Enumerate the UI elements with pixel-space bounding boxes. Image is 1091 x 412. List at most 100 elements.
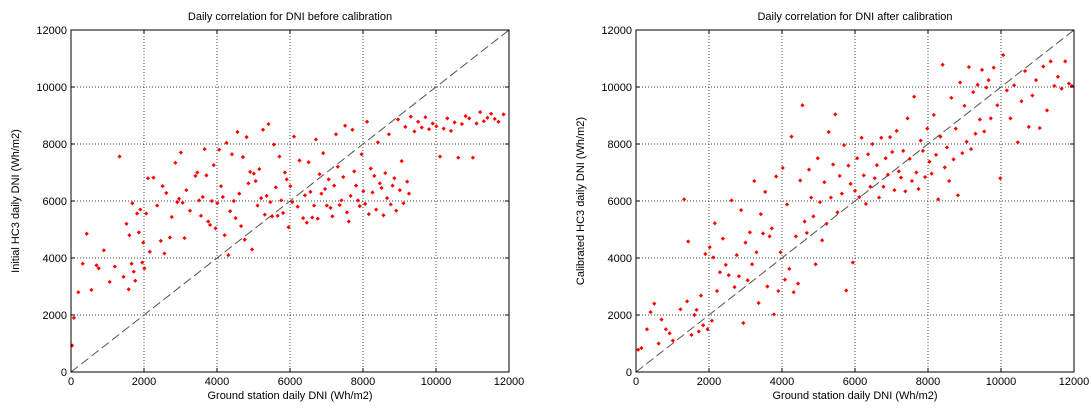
- data-point: [176, 196, 182, 201]
- data-point: [685, 299, 690, 304]
- data-point: [406, 191, 412, 196]
- data-point: [763, 189, 768, 194]
- data-point: [678, 307, 683, 312]
- data-point: [384, 196, 390, 201]
- data-point: [984, 85, 989, 90]
- data-point: [809, 195, 814, 200]
- data-point: [795, 281, 801, 286]
- data-point: [184, 188, 189, 193]
- data-point: [776, 288, 781, 294]
- data-point: [470, 155, 475, 160]
- y-tick-label: 0: [61, 367, 67, 379]
- data-point: [372, 173, 377, 179]
- data-point: [207, 222, 213, 228]
- data-point: [297, 158, 302, 163]
- data-point: [173, 160, 178, 165]
- data-point: [749, 262, 755, 267]
- data-point: [741, 320, 746, 326]
- data-point: [496, 119, 501, 124]
- data-point: [868, 184, 873, 189]
- data-point: [1019, 99, 1024, 104]
- data-point: [206, 219, 211, 224]
- data-point: [656, 341, 661, 346]
- data-point: [134, 211, 140, 216]
- data-point: [1063, 59, 1068, 64]
- data-point: [127, 233, 132, 238]
- data-point: [489, 111, 494, 116]
- data-point: [266, 121, 271, 127]
- data-point: [237, 191, 242, 196]
- data-point: [379, 185, 384, 190]
- data-point: [931, 112, 936, 118]
- data-point: [251, 171, 256, 176]
- data-point: [313, 137, 319, 142]
- data-point: [89, 287, 94, 293]
- data-point: [936, 197, 941, 202]
- data-point: [813, 262, 818, 267]
- data-point: [907, 156, 912, 161]
- data-point: [975, 82, 980, 87]
- data-point: [835, 210, 840, 215]
- data-point: [346, 219, 351, 224]
- data-point: [197, 198, 202, 203]
- data-point: [1055, 74, 1061, 79]
- data-point: [430, 121, 435, 126]
- data-point: [302, 193, 308, 198]
- data-point: [332, 183, 337, 188]
- data-point: [977, 117, 982, 122]
- data-point: [328, 205, 333, 210]
- data-point: [178, 150, 183, 155]
- data-point: [112, 264, 117, 269]
- data-point: [286, 225, 291, 230]
- data-point: [352, 169, 357, 174]
- data-point: [147, 249, 152, 254]
- data-point: [968, 147, 974, 152]
- data-point: [909, 178, 915, 184]
- data-point: [224, 140, 229, 145]
- data-point: [652, 301, 657, 306]
- data-point: [778, 250, 783, 255]
- data-point: [828, 195, 834, 200]
- data-point: [953, 126, 958, 131]
- x-tick-label: 10000: [986, 376, 1017, 388]
- data-point: [822, 180, 827, 185]
- data-point: [474, 121, 479, 126]
- data-point: [204, 173, 209, 178]
- data-point: [375, 140, 381, 145]
- data-point: [423, 115, 428, 120]
- data-point: [412, 129, 417, 134]
- data-point: [131, 269, 136, 274]
- data-point: [242, 237, 247, 242]
- data-point: [938, 134, 943, 139]
- data-point: [714, 288, 720, 294]
- data-point: [881, 184, 886, 189]
- data-point: [262, 212, 267, 217]
- data-point: [765, 284, 770, 289]
- data-point: [383, 170, 388, 176]
- data-point: [960, 151, 965, 156]
- data-point: [780, 165, 785, 171]
- data-point: [213, 226, 218, 231]
- data-point: [966, 64, 971, 70]
- data-point: [226, 253, 231, 258]
- data-point: [220, 194, 225, 200]
- x-tick-label: 8000: [916, 376, 940, 388]
- data-point: [852, 188, 858, 193]
- data-point: [798, 178, 803, 183]
- data-point: [791, 290, 796, 295]
- data-point: [321, 151, 326, 156]
- y-tick-label: 10000: [36, 82, 67, 94]
- data-point: [855, 156, 860, 161]
- data-point: [333, 132, 339, 137]
- y-tick-label: 4000: [608, 253, 632, 265]
- data-point: [326, 177, 331, 182]
- data-point: [898, 175, 904, 180]
- data-point: [141, 240, 146, 245]
- y-tick-label: 10000: [601, 82, 632, 94]
- data-point: [925, 126, 930, 131]
- x-tick-label: 12000: [494, 376, 525, 388]
- data-point: [403, 124, 408, 129]
- data-point: [255, 203, 260, 208]
- data-point: [723, 262, 728, 267]
